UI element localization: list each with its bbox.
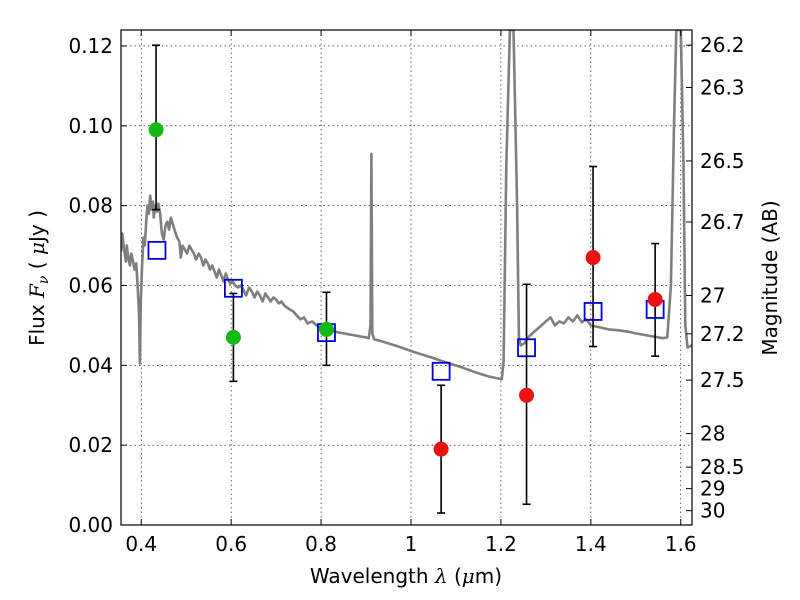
y-tick-label: 0.06 (68, 273, 113, 297)
y2-tick-label: 26.3 (700, 75, 745, 99)
model-sed-line (121, 30, 692, 381)
y2-tick-label: 27 (700, 283, 725, 307)
model-sed-layer (121, 30, 692, 381)
y2-tick-label: 26.7 (700, 210, 745, 234)
y2-tick-label: 26.2 (700, 33, 745, 57)
y2-tick-label: 28 (700, 422, 725, 446)
x-tick-label: 1 (405, 532, 418, 556)
observed-point (148, 122, 164, 138)
model-photometry-layer (147, 240, 665, 381)
y2-tick-label: 30 (700, 499, 725, 523)
observed-point (318, 321, 334, 337)
observed-point (585, 250, 601, 266)
model-photometry-square (224, 278, 243, 298)
y2-axis-title: Magnitude (AB) (758, 200, 782, 355)
y-tick-label: 0.08 (68, 194, 113, 218)
x-tick-label: 0.8 (305, 532, 337, 556)
x-axis-title: Wavelength λ (μm) (310, 564, 502, 588)
observed-points-layer (148, 122, 663, 457)
observed-point (519, 387, 535, 403)
y-tick-label: 0.12 (68, 34, 113, 58)
model-photometry-square (431, 361, 451, 381)
model-photometry-square (517, 338, 536, 358)
grid-layer (121, 30, 692, 526)
y-tick-label: 0.10 (68, 114, 113, 138)
model-photometry-square (147, 240, 167, 260)
y-axis-title: Flux Fν ( μJy ) (25, 210, 52, 346)
y2-tick-label: 27.2 (700, 322, 745, 346)
plot-area (121, 30, 692, 514)
x-tick-label: 1.4 (575, 532, 607, 556)
y-tick-label: 0.02 (68, 433, 113, 457)
y2-tick-label: 26.5 (700, 149, 745, 173)
y2-tick-label: 28.5 (700, 455, 745, 479)
x-tick-label: 1.2 (485, 532, 517, 556)
x-tick-label: 0.6 (215, 532, 247, 556)
model-photometry-square (583, 302, 603, 321)
observed-point (225, 329, 241, 345)
y2-tick-label: 27.5 (700, 368, 745, 392)
y-tick-label: 0.00 (68, 513, 113, 537)
observed-point (433, 441, 449, 457)
tick-layer: 0.4 0.6 0.8 1 1.2 1.4 1.6 0.00 0.02 0.04 0.06 0.08 0… (68, 30, 745, 556)
plot-frame (120, 29, 693, 526)
y-tick-label: 0.04 (68, 353, 113, 377)
x-tick-label: 1.6 (665, 532, 697, 556)
y2-tick-label: 29 (700, 477, 725, 501)
observed-point (647, 291, 663, 307)
x-tick-label: 0.4 (125, 532, 157, 556)
